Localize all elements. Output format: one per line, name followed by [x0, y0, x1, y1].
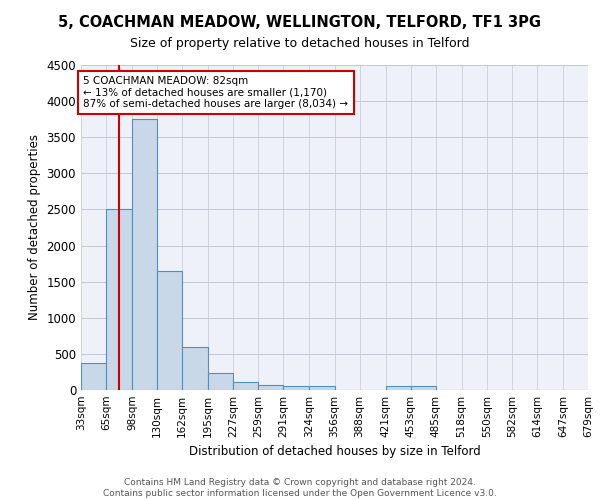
Bar: [106, 210, 132, 390]
Text: 5, COACHMAN MEADOW, WELLINGTON, TELFORD, TF1 3PG: 5, COACHMAN MEADOW, WELLINGTON, TELFORD,…: [59, 15, 542, 30]
Bar: [259, 386, 283, 390]
Bar: [182, 346, 208, 390]
Y-axis label: Number of detached properties: Number of detached properties: [28, 134, 41, 320]
Text: Size of property relative to detached houses in Telford: Size of property relative to detached ho…: [130, 38, 470, 51]
Bar: [81, 362, 106, 390]
X-axis label: Distribution of detached houses by size in Telford: Distribution of detached houses by size …: [188, 446, 481, 458]
Bar: [208, 372, 233, 390]
Bar: [283, 386, 310, 390]
Bar: [310, 386, 335, 390]
Bar: [386, 386, 410, 390]
Bar: [233, 382, 259, 390]
Bar: [410, 386, 436, 390]
Bar: [132, 119, 157, 390]
Text: 5 COACHMAN MEADOW: 82sqm
← 13% of detached houses are smaller (1,170)
87% of sem: 5 COACHMAN MEADOW: 82sqm ← 13% of detach…: [83, 76, 349, 109]
Bar: [157, 271, 182, 390]
Text: Contains HM Land Registry data © Crown copyright and database right 2024.
Contai: Contains HM Land Registry data © Crown c…: [103, 478, 497, 498]
